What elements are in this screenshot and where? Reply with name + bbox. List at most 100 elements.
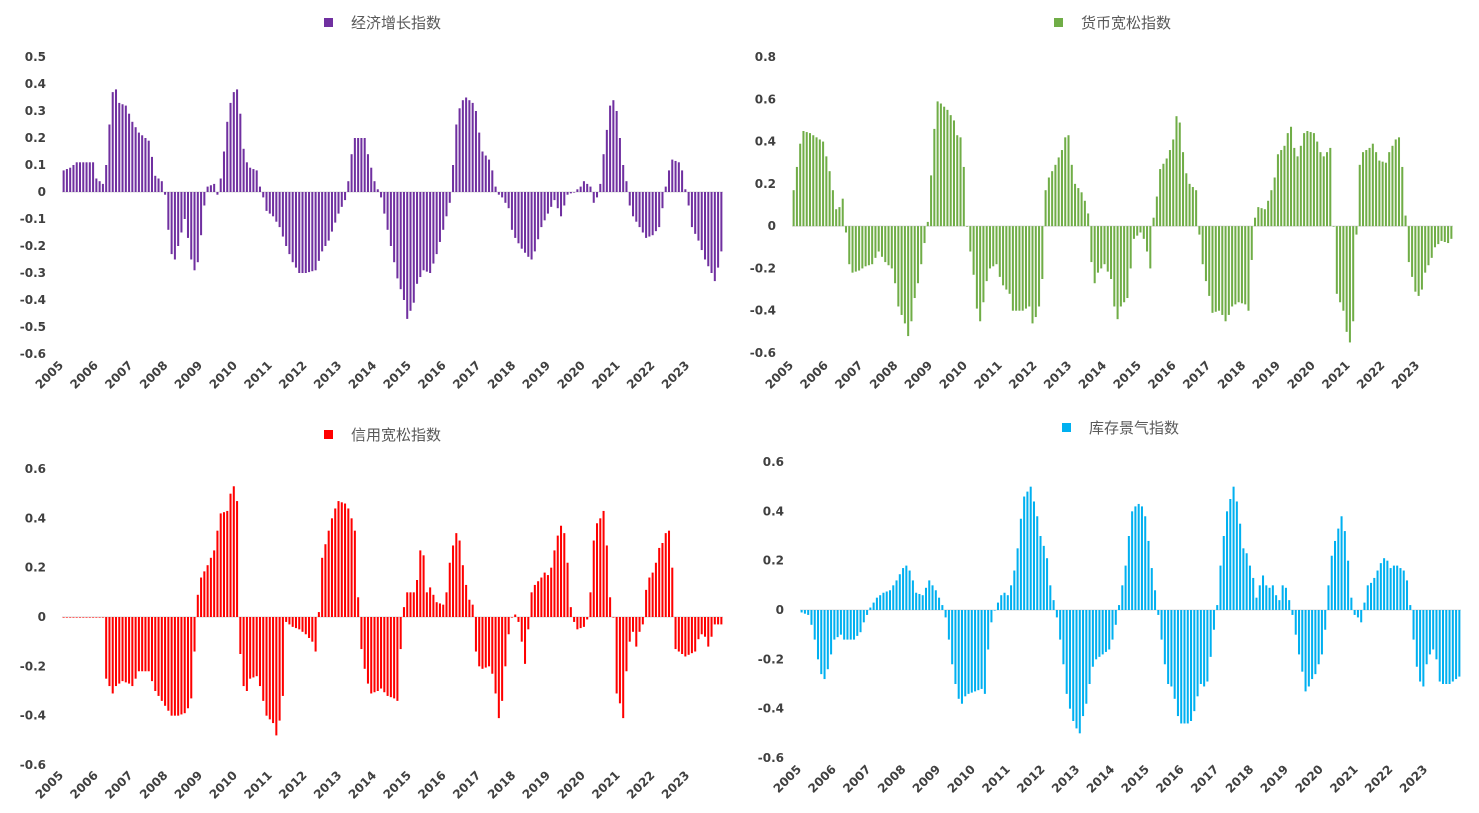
bar (190, 617, 193, 699)
bar (360, 138, 363, 192)
y-tick-label: 0.6 (25, 462, 46, 476)
bar (1019, 518, 1022, 610)
x-tick-label: 2018 (485, 358, 519, 392)
bar (1420, 226, 1423, 290)
bar (710, 192, 713, 273)
bar (1365, 150, 1368, 227)
bar (664, 533, 667, 617)
bar (602, 154, 605, 192)
bar (550, 567, 553, 617)
bar (1150, 568, 1153, 610)
bar (1072, 610, 1075, 721)
bar (805, 132, 808, 227)
bar (101, 617, 104, 618)
bar (1075, 610, 1078, 729)
bar (216, 192, 219, 195)
bar (1055, 610, 1058, 618)
bar (334, 508, 337, 617)
bar (497, 617, 500, 719)
bar (898, 574, 901, 610)
bar (1178, 122, 1181, 227)
bar (1448, 610, 1451, 684)
bar (357, 138, 360, 192)
bar (703, 192, 707, 260)
bar (975, 226, 978, 309)
bar (75, 162, 78, 192)
x-tick-label: 2018 (485, 768, 519, 802)
bar (931, 585, 934, 610)
bar (196, 192, 199, 263)
bar (1052, 600, 1055, 610)
bar (1154, 590, 1157, 610)
bar (239, 617, 242, 654)
bar (592, 540, 595, 617)
bar (933, 128, 936, 227)
bar (902, 568, 905, 610)
bar (124, 617, 127, 683)
bar (582, 617, 585, 627)
x-tick-label: 2009 (172, 768, 206, 802)
bar (219, 178, 222, 192)
bar (934, 590, 937, 610)
bar (916, 226, 919, 284)
bar (461, 100, 464, 192)
bar (62, 170, 65, 192)
bar (360, 617, 363, 650)
x-tick-label: 2007 (102, 768, 136, 802)
bar (1118, 605, 1121, 610)
bar (1234, 226, 1237, 305)
bar (1432, 610, 1435, 650)
bar (1417, 226, 1420, 296)
bar (586, 617, 589, 620)
bar (144, 617, 147, 672)
bar (843, 610, 846, 640)
bar-series (62, 89, 723, 319)
x-tick-label: 2009 (172, 358, 206, 392)
bar (884, 226, 887, 263)
bar (924, 587, 927, 610)
x-tick-label: 2006 (67, 768, 101, 802)
bar (1260, 208, 1263, 227)
bar (1090, 226, 1093, 263)
bar (154, 175, 157, 192)
bar (216, 530, 219, 617)
bar (871, 226, 874, 265)
bar (1209, 610, 1212, 657)
bar (186, 192, 189, 238)
bar (1314, 610, 1317, 675)
bar (605, 545, 608, 617)
bar (1370, 582, 1373, 610)
bar (1137, 503, 1140, 610)
bar (977, 610, 980, 691)
bar (980, 610, 983, 689)
bar (399, 192, 402, 290)
bar (1042, 545, 1045, 610)
bar (524, 192, 527, 253)
bar (1402, 570, 1405, 610)
bar (844, 226, 848, 233)
x-tick-label: 2014 (346, 768, 380, 802)
bar (1330, 555, 1333, 610)
bar (232, 92, 235, 192)
bar (357, 597, 360, 617)
bar (628, 617, 631, 642)
bar (1119, 226, 1122, 307)
bar (1103, 226, 1106, 265)
bar (589, 592, 592, 617)
bar (134, 127, 137, 192)
bar (543, 572, 546, 617)
bar (566, 562, 569, 617)
y-tick-label: -0.6 (20, 347, 46, 361)
bar (988, 226, 991, 269)
bar (481, 617, 484, 669)
bar (1110, 226, 1113, 279)
legend-swatch (324, 430, 333, 439)
bar (667, 530, 671, 617)
bar (373, 617, 376, 693)
bar (944, 610, 947, 618)
x-tick-label: 2012 (1014, 762, 1048, 796)
bar (1104, 610, 1107, 652)
bar (818, 139, 821, 227)
bar (1312, 133, 1315, 227)
x-tick-label: 2019 (1258, 762, 1292, 796)
